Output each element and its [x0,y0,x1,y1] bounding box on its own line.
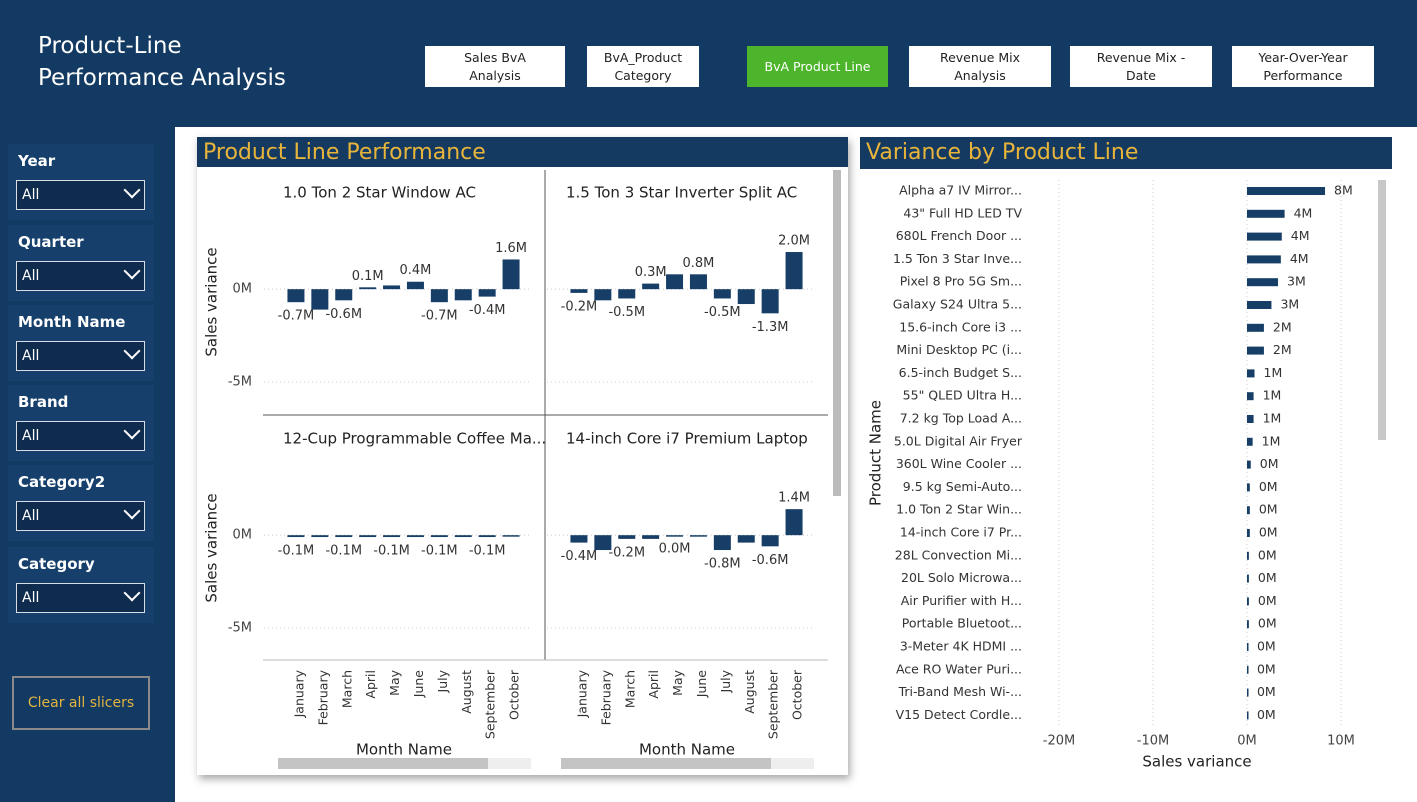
nav-button[interactable]: Year-Over-Year Performance [1232,46,1374,87]
slicer-dropdown[interactable]: All [16,583,145,613]
slicer-dropdown[interactable]: All [16,421,145,451]
chevron [123,181,141,199]
clear-button[interactable]: Clear all slicers [12,676,150,730]
slicer-label: Category2 [18,473,106,491]
chevron [123,262,141,280]
nav-button[interactable]: Revenue Mix - Date [1070,46,1212,87]
slicer-dropdown[interactable]: All [16,180,145,210]
nav-button[interactable]: BvA Product Line [747,46,888,87]
slicer-label: Brand [18,393,69,411]
chevron [123,584,141,602]
visual-card [197,137,848,775]
nav-button[interactable]: Sales BvA Analysis [425,46,565,87]
nav-button[interactable]: BvA_Product Category [587,46,699,87]
slicer-value: All [22,187,40,203]
chevron [123,422,141,440]
slicer-dropdown[interactable]: All [16,501,145,531]
slicer-label: Year [18,152,56,170]
slicer-value: All [22,348,40,364]
slicer-label: Quarter [18,233,84,251]
slicer-value: All [22,590,40,606]
slicer-value: All [22,268,40,284]
page-title: Product-Line Performance Analysis [38,33,286,91]
nav-button[interactable]: Revenue Mix Analysis [909,46,1051,87]
slicer-label: Category [18,555,95,573]
slicer-value: All [22,428,40,444]
slicer-value: All [22,508,40,524]
slicer-label: Month Name [18,313,126,331]
slicer-dropdown[interactable]: All [16,341,145,371]
chevron [123,502,141,520]
slicer-dropdown[interactable]: All [16,261,145,291]
chevron [123,342,141,360]
visual-card [860,137,1392,775]
